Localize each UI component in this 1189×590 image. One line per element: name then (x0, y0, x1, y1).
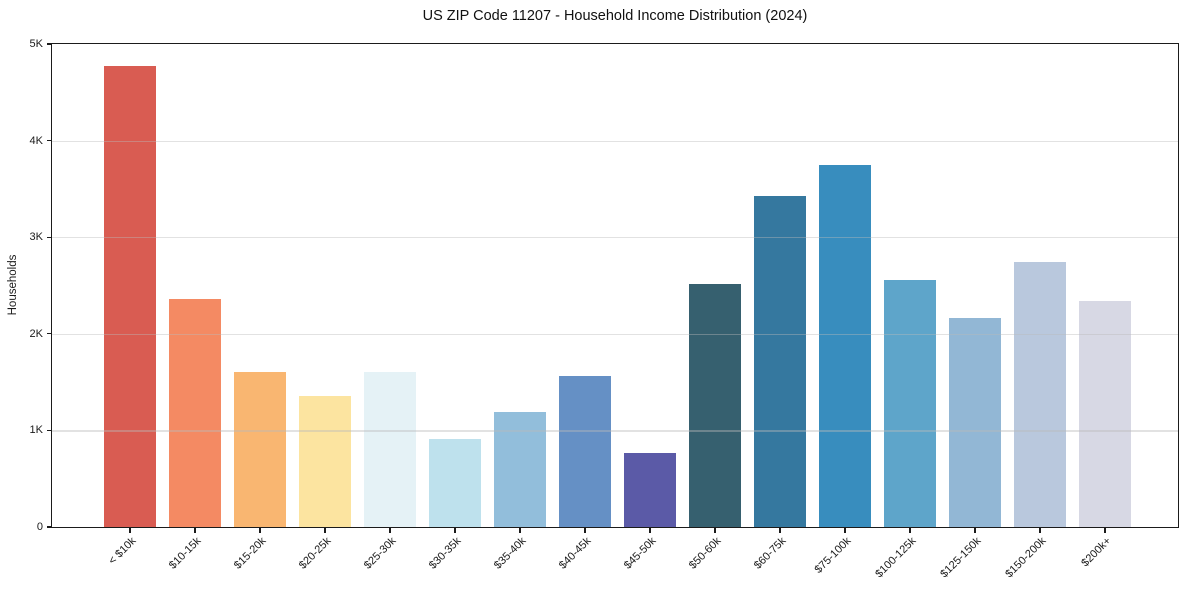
bar-$60-75k (754, 195, 806, 527)
bar-$125-150k (949, 318, 1001, 527)
chart-title: US ZIP Code 11207 - Household Income Dis… (422, 8, 808, 24)
x-tick-mark-$75-100k (844, 528, 846, 533)
bar-$50-60k (689, 283, 741, 527)
y-tick-label-0: 0 (36, 521, 43, 533)
x-tick-mark-$200k+ (1104, 528, 1106, 533)
x-tick-mark-$30-35k (454, 528, 456, 533)
y-tick-mark-1K (47, 429, 52, 432)
x-tick-label-$45-50k: $45-50k (621, 535, 659, 572)
x-tick-mark-< $10k (129, 528, 131, 533)
y-tick-mark-3K (47, 236, 52, 238)
x-tick-label-$20-25k: $20-25k (296, 535, 334, 572)
x-tick-mark-$35-40k (519, 528, 521, 533)
x-tick-mark-$15-20k (259, 528, 261, 533)
x-tick-label-$125-150k: $125-150k (938, 535, 984, 581)
x-tick-mark-$100-125k (909, 528, 911, 533)
bar-$25-30k (364, 371, 416, 527)
y-tick-label-1K: 1K (29, 424, 43, 437)
bar-$10-15k (169, 299, 221, 527)
bar-$40-45k (559, 376, 611, 527)
x-tick-label-$200k+: $200k+ (1079, 535, 1114, 570)
y-tick-label-3K: 3K (29, 231, 43, 244)
x-tick-label-$50-60k: $50-60k (686, 535, 724, 572)
bar-$150-200k (1014, 262, 1066, 527)
x-tick-mark-$45-50k (649, 528, 651, 533)
x-tick-label-$10-15k: $10-15k (166, 535, 204, 572)
y-tick-mark-2K (47, 333, 52, 335)
bar-$200k+ (1079, 301, 1131, 527)
x-tick-label-$15-20k: $15-20k (231, 535, 269, 572)
x-tick-mark-$60-75k (779, 528, 781, 533)
x-tick-mark-$125-150k (974, 528, 976, 533)
x-tick-mark-$20-25k (324, 528, 326, 533)
bar-$75-100k (819, 164, 871, 527)
y-tick-label-5K: 5K (29, 38, 43, 50)
x-tick-mark-$40-45k (584, 528, 586, 533)
gridline-3K (52, 237, 1178, 239)
bar-< $10k (104, 66, 156, 527)
plot-area (51, 43, 1179, 528)
bar-$45-50k (624, 452, 676, 527)
x-tick-label-$150-200k: $150-200k (1003, 535, 1049, 581)
bar-$30-35k (429, 439, 481, 527)
x-tick-label-$75-100k: $75-100k (812, 535, 854, 576)
x-tick-label-$30-35k: $30-35k (426, 535, 464, 572)
y-tick-mark-4K (47, 139, 52, 142)
x-tick-mark-$150-200k (1039, 528, 1041, 533)
bar-$20-25k (299, 395, 351, 527)
x-tick-label-< $10k: < $10k (106, 535, 139, 568)
x-tick-label-$25-30k: $25-30k (361, 535, 399, 572)
x-tick-label-$60-75k: $60-75k (751, 535, 789, 572)
bar-$100-125k (884, 279, 936, 527)
x-tick-mark-$25-30k (389, 528, 391, 533)
x-tick-label-$35-40k: $35-40k (491, 535, 529, 572)
x-tick-label-$40-45k: $40-45k (556, 535, 594, 572)
gridline-4K (52, 140, 1178, 142)
bar-$35-40k (494, 412, 546, 527)
y-tick-label-4K: 4K (29, 134, 43, 147)
x-tick-label-$100-125k: $100-125k (873, 535, 919, 581)
y-tick-label-2K: 2K (29, 327, 43, 340)
y-tick-mark-5K (47, 43, 52, 45)
bar-$15-20k (234, 371, 286, 527)
x-tick-mark-$50-60k (714, 528, 716, 533)
x-tick-mark-$10-15k (194, 528, 196, 533)
y-tick-mark-0 (47, 526, 52, 528)
